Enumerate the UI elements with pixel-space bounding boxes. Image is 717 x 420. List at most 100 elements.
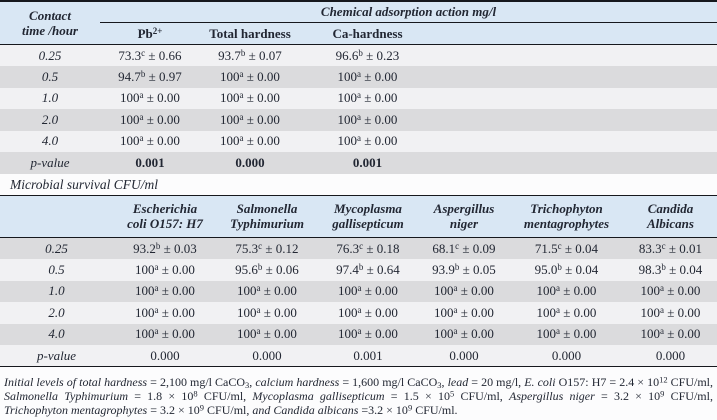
value-cell: 100a ± 0.00 [640, 326, 701, 342]
footnote-segment: O157: H7 = 2.4 × 10 [555, 375, 660, 390]
footnote-segment: and [252, 403, 271, 418]
table-row: 1.0 100a ± 0.00 100a ± 0.00 100a ± 0.00 100a… [0, 280, 717, 303]
significance-superscript: a [139, 133, 144, 144]
row-label: p-value [37, 347, 76, 363]
significance-superscript: b [358, 261, 364, 272]
footnote-segment: Trichophyton mentagrophytes [4, 403, 148, 418]
value-cell: 100a ± 0.00 [640, 304, 701, 320]
significance-superscript: a [239, 68, 244, 79]
value-cell: 100a ± 0.00 [434, 304, 494, 320]
value-cell: 100a ± 0.00 [220, 90, 280, 106]
empty-cell [435, 88, 717, 110]
value-cell: 71.5c ± 0.04 [534, 240, 599, 256]
footnote-segment: = 1.5 × 10 [384, 389, 450, 404]
significance-superscript: a [357, 90, 362, 101]
value-cell: 76.3c ± 0.18 [336, 240, 400, 256]
footnote-segment: = 1,600 mg/l CaCO [339, 375, 438, 390]
footnote-segment: E. coli [524, 375, 556, 390]
footnote-segment: CFU/ml, [204, 403, 253, 418]
significance-superscript: a [154, 326, 159, 337]
row-label: 1.0 [41, 90, 59, 106]
significance-superscript: a [357, 283, 362, 294]
row-label: 0.25 [45, 240, 68, 256]
microbial-survival-table: Escherichia coli O157: H7 Salmonella Typhim… [0, 195, 717, 368]
row-label: 4.0 [48, 326, 65, 342]
value-cell: 100a ± 0.00 [220, 111, 280, 127]
footnote-segment: CFU/ml, [664, 389, 713, 404]
footnote-segment: = 3.2 × 10 [594, 389, 661, 404]
empty-cell [435, 45, 717, 67]
empty-cell [435, 109, 717, 131]
significance-superscript: a [357, 68, 362, 79]
column-header: Candida Albicans [624, 195, 717, 238]
p-value-cell: 0.000 [252, 347, 282, 363]
table-row: 2.0 100a ± 0.00 100a ± 0.00 100a ± 0.00 [0, 109, 717, 131]
significance-superscript: b [661, 261, 666, 272]
microbial-table-body: 0.25 93.2b ± 0.03 75.3c ± 0.12 76.3c ± 0.18… [0, 237, 717, 367]
value-cell: 100a ± 0.00 [120, 133, 180, 149]
value-cell: 83.3c ± 0.01 [638, 240, 703, 256]
footnote-segment: = 3.2 × 10 [147, 403, 200, 418]
value-cell: 100a ± 0.00 [338, 304, 398, 320]
p-value-cell: 0.000 [655, 347, 686, 363]
footnote-superscript: 5 [449, 388, 455, 399]
row-label: 0.25 [38, 47, 62, 63]
contact-time-header: Contact time /hour [0, 2, 100, 45]
significance-superscript: a [556, 283, 561, 294]
value-cell: 100a ± 0.00 [338, 326, 398, 342]
contact-time-line2: time /hour [22, 23, 78, 38]
value-cell: 100a ± 0.00 [640, 283, 701, 299]
significance-superscript: a [357, 133, 362, 144]
column-header: Aspergillus niger [419, 195, 509, 238]
value-cell: 100a ± 0.00 [434, 283, 494, 299]
row-label: 1.0 [48, 283, 65, 299]
empty-cell [435, 66, 717, 88]
microbial-column-headers: Escherichia coli O157: H7 Salmonella Typhim… [0, 195, 717, 238]
p-value-cell: 0.001 [352, 154, 383, 170]
row-label: 4.0 [41, 133, 59, 149]
footnote-segment: lead [447, 375, 469, 390]
empty-cell [435, 152, 717, 174]
chemical-section-title: Chemical adsorption action mg/l [100, 2, 717, 23]
footnote-superscript: 9 [407, 402, 413, 413]
significance-superscript: a [660, 283, 665, 294]
value-cell: 93.2b ± 0.03 [133, 240, 197, 256]
value-cell: 68.1c ± 0.09 [432, 240, 496, 256]
table-row: 0.25 93.2b ± 0.03 75.3c ± 0.12 76.3c ± 0.18… [0, 237, 717, 260]
value-cell: 100a ± 0.00 [338, 283, 398, 299]
chemical-adsorption-table: Contact time /hour Chemical adsorption a… [0, 2, 717, 174]
significance-superscript: a [660, 326, 665, 337]
value-cell: 100a ± 0.00 [135, 326, 195, 342]
significance-superscript: a [256, 326, 261, 337]
column-header: Pb2+ [100, 22, 200, 45]
value-cell: 100a ± 0.00 [220, 133, 280, 149]
empty-cell [435, 131, 717, 153]
footnote-segment: CFU/ml, [197, 389, 253, 404]
significance-superscript: b [358, 47, 363, 58]
significance-superscript: c [141, 47, 146, 58]
value-cell: 100a ± 0.00 [237, 283, 297, 299]
significance-superscript: a [256, 304, 261, 315]
significance-superscript: a [453, 283, 458, 294]
significance-superscript: a [239, 133, 244, 144]
value-cell: 93.7b ± 0.07 [218, 47, 282, 63]
footnote-superscript: 9 [199, 402, 205, 413]
row-label: 2.0 [41, 111, 59, 127]
significance-superscript: a [453, 326, 458, 337]
value-cell: 100a ± 0.00 [434, 326, 494, 342]
footnote-segment: CFU/ml, [454, 389, 510, 404]
footnote-segment: = 1.8 × 10 [127, 389, 194, 404]
value-cell: 96.6b ± 0.23 [335, 47, 400, 63]
value-cell: 100a ± 0.00 [536, 304, 597, 320]
table-row: 0.25 73.3c ± 0.66 93.7b ± 0.07 96.6b ± 0.23 [0, 44, 717, 67]
footnote-superscript: 9 [660, 388, 665, 399]
significance-superscript: a [154, 283, 159, 294]
footnote-segment: =3.2 × 10 [358, 403, 408, 418]
superscript: 2+ [152, 25, 163, 36]
empty-header-cell [435, 22, 717, 45]
column-header: Ca-hardness [300, 22, 435, 45]
value-cell: 100a ± 0.00 [337, 133, 398, 149]
footnote-segment: Aspergillus niger [509, 389, 595, 404]
significance-superscript: c [557, 240, 562, 251]
